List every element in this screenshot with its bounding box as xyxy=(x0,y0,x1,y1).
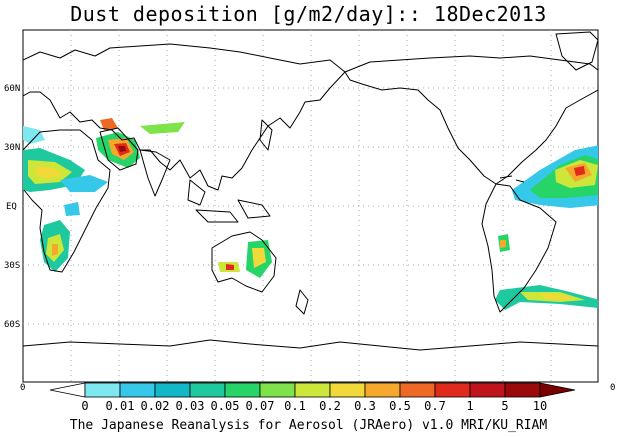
map-title: Dust deposition [g/m2/day]:: 18Dec2013 xyxy=(70,2,547,26)
colorbar-swatch xyxy=(364,382,401,398)
colorbar-tick-label: 1 xyxy=(466,399,473,413)
coast-japan xyxy=(259,119,273,151)
colorbar-edge-left: 0 xyxy=(20,383,25,393)
colorbar-tick-label: 0.05 xyxy=(211,399,240,413)
coast-north-america xyxy=(344,55,598,185)
colorbar-tick-label: 0 xyxy=(81,399,88,413)
coast-india xyxy=(139,149,171,197)
lat-label-eq: EQ xyxy=(6,202,17,212)
colorbar-tick-label: 0.2 xyxy=(319,399,341,413)
colorbar-tick-label: 0.01 xyxy=(106,399,135,413)
colorbar-swatch xyxy=(224,382,261,398)
colorbar-swatch xyxy=(399,382,436,398)
colorbar-tick-label: 0.07 xyxy=(246,399,275,413)
colorbar-tick-label: 0.1 xyxy=(284,399,306,413)
colorbar-swatch xyxy=(119,382,156,398)
coast-eurasia xyxy=(23,43,346,191)
colorbar-swatch xyxy=(84,382,121,398)
coast-south-america xyxy=(481,183,557,313)
coast-arabia xyxy=(99,127,139,171)
dust-shading xyxy=(23,118,598,310)
coast-nz xyxy=(295,289,309,315)
colorbar-tick-label: 0.3 xyxy=(354,399,376,413)
colorbar: 0 0 0 0.01 0.02 0.03 0.05 0.07 0.1 0.2 0.3 0.5 0.7… xyxy=(20,382,615,413)
lat-labels: 60N 30N EQ 30S 60S xyxy=(4,84,20,330)
coast-africa xyxy=(23,129,111,273)
colorbar-tick-label: 10 xyxy=(533,399,547,413)
coast-antarctica xyxy=(23,339,598,351)
coast-australia xyxy=(211,231,277,293)
colorbar-swatch xyxy=(154,382,191,398)
colorbar-swatch xyxy=(189,382,226,398)
lat-label-60n: 60N xyxy=(4,84,20,94)
colorbar-tick-label: 5 xyxy=(501,399,508,413)
colorbar-swatch xyxy=(469,382,506,398)
coast-seasia xyxy=(187,179,206,206)
lat-label-60s: 60S xyxy=(4,320,20,330)
colorbar-swatch xyxy=(329,382,366,398)
coastlines xyxy=(23,31,598,351)
colorbar-swatch xyxy=(259,382,296,398)
colorbar-swatch xyxy=(49,382,86,398)
colorbar-swatch xyxy=(294,382,331,398)
coast-greenland xyxy=(555,31,598,71)
credit-line: The Japanese Reanalysis for Aerosol (JRA… xyxy=(69,418,548,433)
colorbar-edge-right: 0 xyxy=(610,383,615,393)
colorbar-tick-label: 0.02 xyxy=(141,399,170,413)
colorbar-swatch xyxy=(434,382,471,398)
colorbar-tick-label: 0.7 xyxy=(424,399,446,413)
colorbar-tick-label: 0.03 xyxy=(176,399,205,413)
colorbar-swatch xyxy=(504,382,541,398)
lat-label-30s: 30S xyxy=(4,261,20,271)
lat-label-30n: 30N xyxy=(4,143,20,153)
colorbar-swatch xyxy=(539,382,576,398)
colorbar-tick-label: 0.5 xyxy=(389,399,411,413)
